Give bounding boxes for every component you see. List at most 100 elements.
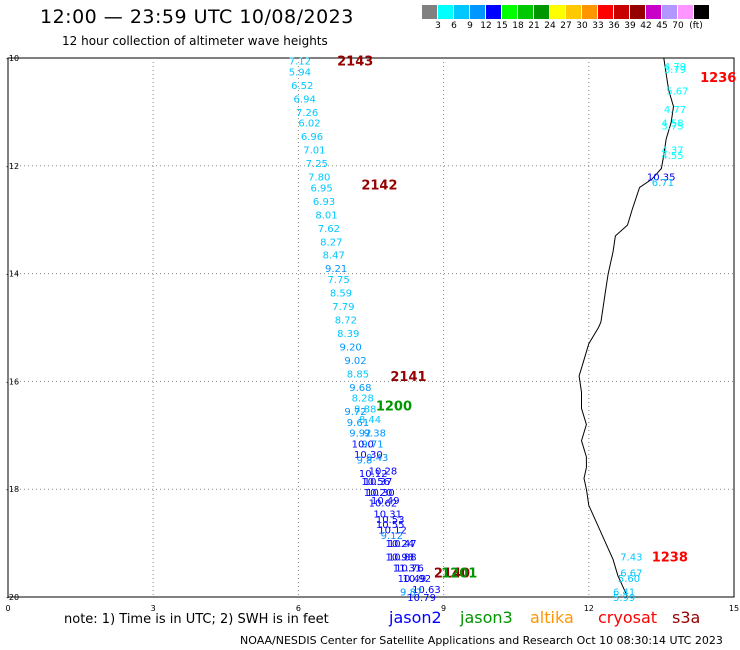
wave-height-label: 7.75 xyxy=(327,275,349,286)
legend-swatch xyxy=(678,5,694,19)
wave-height-label: 10.76 xyxy=(395,563,424,574)
figure-subtitle: 12 hour collection of altimeter wave hei… xyxy=(62,34,328,48)
legend-label: 45 xyxy=(656,21,668,31)
wave-height-label: 10.31 xyxy=(373,509,402,520)
wave-height-label: 8.01 xyxy=(315,210,337,221)
figure-title: 12:00 — 23:59 UTC 10/08/2023 xyxy=(40,6,354,28)
x-tick-label: 15 xyxy=(729,604,739,613)
wave-height-label: 7.80 xyxy=(308,173,330,184)
legend-label: 33 xyxy=(592,21,604,31)
legend-label: 12 xyxy=(480,21,492,31)
satellite-altika: altika xyxy=(530,608,574,627)
track-number-label: 1201 xyxy=(441,567,477,582)
wave-height-label: 8.39 xyxy=(337,329,359,340)
satellite-cryosat: cryosat xyxy=(598,608,658,627)
y-tick-label: -12 xyxy=(6,162,19,171)
wave-height-label: 8.88 xyxy=(354,404,376,415)
wave-height-label: 3.79 xyxy=(664,65,686,76)
wave-height-label: 10.98 xyxy=(386,553,415,564)
wave-height-label: 10.24 xyxy=(386,539,415,550)
wave-height-label: 6.93 xyxy=(313,197,335,208)
wave-height-label: 10.88 xyxy=(388,553,417,564)
wave-height-label: 6.52 xyxy=(291,81,313,92)
wave-height-label: 8.72 xyxy=(335,315,357,326)
legend-swatch xyxy=(486,5,502,19)
wave-height-label: 10.20 xyxy=(364,488,393,499)
track-number-label: 2141 xyxy=(390,370,426,385)
track-number-label: 1238 xyxy=(652,551,688,566)
wave-height-label: 3.75 xyxy=(661,121,683,132)
wave-height-label: 9.43 xyxy=(366,453,388,464)
track-number-label: 1236 xyxy=(700,71,736,86)
wave-height-label: 6.95 xyxy=(311,183,333,194)
wave-height-label: 10.92 xyxy=(402,574,431,585)
wave-height-label: 9.87 xyxy=(400,588,422,599)
wave-height-label: 10.49 xyxy=(398,574,427,585)
y-tick-label: -20 xyxy=(6,593,19,602)
legend-swatch xyxy=(566,5,582,19)
wave-height-label: 5.67 xyxy=(666,86,688,97)
wave-height-label: 9.61 xyxy=(347,418,369,429)
y-tick-label: -10 xyxy=(6,54,19,63)
wave-height-label: 10.47 xyxy=(388,539,417,550)
y-tick-label: -16 xyxy=(6,377,19,386)
wave-height-label: 8.44 xyxy=(359,415,381,426)
wave-height-label: 10.79 xyxy=(407,593,436,604)
wave-height-label: 8.59 xyxy=(330,288,352,299)
x-tick-label: 9 xyxy=(441,604,446,613)
legend-labels: 3 6 9 12 15 18 21 24 27 30 33 36 39 42 45 70 (ft) xyxy=(422,21,740,33)
wave-height-color-legend xyxy=(422,5,710,19)
x-tick-label: 6 xyxy=(296,604,301,613)
satellite-jason2: jason2 xyxy=(389,608,442,627)
wave-height-label: 10.0 xyxy=(352,439,374,450)
units-note: note: 1) Time is in UTC; 2) SWH is in fe… xyxy=(64,612,329,627)
wave-height-label: 8.47 xyxy=(323,251,345,262)
wave-height-label: 6.94 xyxy=(294,94,316,105)
legend-swatch xyxy=(598,5,614,19)
wave-height-label: 8.28 xyxy=(352,394,374,405)
wave-height-label: 10.12 xyxy=(359,469,388,480)
legend-label: 27 xyxy=(560,21,572,31)
x-tick-label: 3 xyxy=(151,604,156,613)
track-number-label: 2142 xyxy=(361,179,397,194)
legend-label: 6 xyxy=(451,21,457,31)
wave-height-label: 9.71 xyxy=(361,439,383,450)
wave-height-label: 10.37 xyxy=(364,477,393,488)
legend-swatch xyxy=(422,5,438,19)
legend-label: 30 xyxy=(576,21,588,31)
legend-swatch xyxy=(454,5,470,19)
wave-height-label: 5.60 xyxy=(618,574,640,585)
y-tick-label: -14 xyxy=(6,270,19,279)
wave-height-label: 10.63 xyxy=(412,585,441,596)
wave-height-label: 6.96 xyxy=(301,132,323,143)
legend-swatch xyxy=(582,5,598,19)
wave-height-points: 7.125.94 6.52 6.94 7.266.02 6.96 7.01 7.25 7.80… xyxy=(289,57,689,604)
wave-height-label: 6.67 xyxy=(620,569,642,580)
satellite-jason3: jason3 xyxy=(460,608,513,627)
wave-height-label: 10.49 xyxy=(371,496,400,507)
wave-height-label: 10.62 xyxy=(369,499,398,510)
wave-height-label: 10.56 xyxy=(361,477,390,488)
y-tick-label: -18 xyxy=(6,485,19,494)
wave-height-label: 10.30 xyxy=(366,488,395,499)
wave-height-label: 10.30 xyxy=(354,450,383,461)
legend-swatch xyxy=(534,5,550,19)
legend-label: 36 xyxy=(608,21,620,31)
legend-swatch xyxy=(646,5,662,19)
wave-height-label: 7.25 xyxy=(306,159,328,170)
wave-height-label: 10.35 xyxy=(647,173,676,184)
footer-credit: NOAA/NESDIS Center for Satellite Applica… xyxy=(240,634,723,647)
wave-height-label: 4.55 xyxy=(661,151,683,162)
x-tick-label: 0 xyxy=(5,604,10,613)
wave-height-label: 7.43 xyxy=(620,553,642,564)
legend-label: 24 xyxy=(544,21,556,31)
wave-height-label: 10.28 xyxy=(369,466,398,477)
wave-height-label: 4.79 xyxy=(664,62,686,73)
legend-swatch xyxy=(518,5,534,19)
wave-height-label: 4.37 xyxy=(661,146,683,157)
legend-label: 42 xyxy=(640,21,652,31)
wave-height-label: 9.38 xyxy=(364,429,386,440)
